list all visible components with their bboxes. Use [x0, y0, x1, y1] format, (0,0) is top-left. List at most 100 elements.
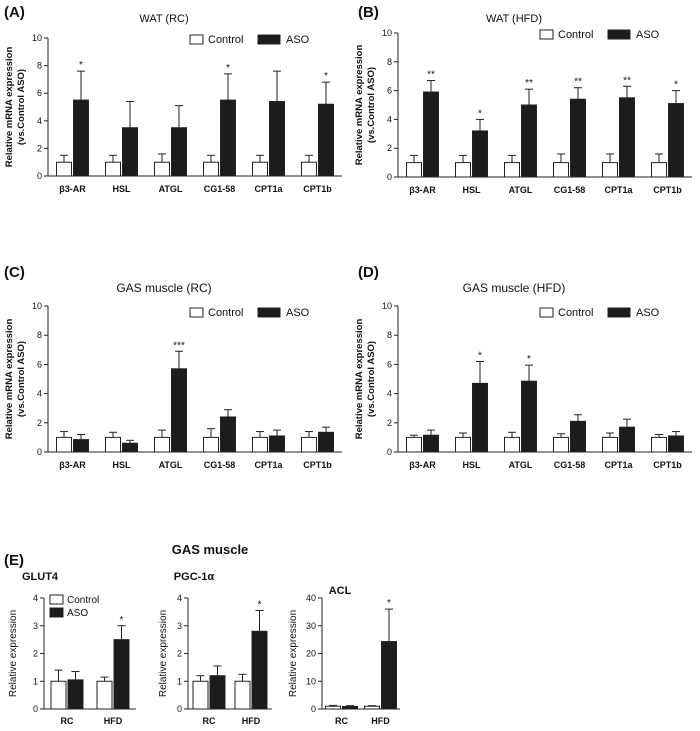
panel-letter-d: (D) — [358, 264, 379, 281]
legend-label-aso: ASO — [67, 608, 88, 619]
y-tick-label: 2 — [37, 143, 42, 153]
bar-control — [602, 436, 618, 453]
significance-mark: ** — [623, 75, 631, 86]
legend-label-aso: ASO — [286, 307, 310, 319]
y-tick-label: 8 — [387, 57, 392, 67]
y-tick-label: 4 — [387, 389, 392, 399]
legend-swatch-aso — [607, 307, 631, 318]
bar-control — [234, 680, 251, 710]
bar-aso — [668, 103, 684, 178]
y-tick-label: 20 — [306, 649, 316, 659]
legend-label-control: Control — [208, 307, 243, 319]
bar-aso — [318, 103, 334, 177]
y-axis-label: (vs.Control ASO) — [16, 69, 27, 145]
chart-title: WAT (HFD) — [486, 13, 542, 25]
bar-aso — [122, 442, 138, 453]
chart-a: WAT (RC) Relative mRNA expression (vs.Cont… — [4, 13, 342, 194]
bar-control — [455, 436, 471, 453]
panel-letter-e: (E) — [4, 552, 24, 569]
significance-mark: * — [387, 598, 391, 609]
bar-aso — [73, 439, 89, 453]
category-label: ATGL — [159, 460, 183, 470]
y-tick-label: 6 — [37, 88, 42, 98]
category-label: RC — [203, 716, 216, 726]
y-tick-label: 10 — [382, 28, 392, 38]
bar-aso — [472, 382, 488, 453]
y-tick-label: 4 — [33, 593, 38, 603]
significance-mark: * — [79, 60, 83, 71]
bar-control — [325, 705, 341, 710]
category-label: RC — [335, 716, 348, 726]
bar-control — [553, 162, 569, 178]
bar-aso — [521, 104, 537, 178]
category-label: CPT1a — [604, 185, 633, 195]
bar-control — [203, 161, 219, 177]
significance-mark: * — [674, 80, 678, 91]
bar-aso — [342, 706, 358, 710]
category-label: CPT1a — [254, 184, 283, 194]
chart-title: GLUT4 — [22, 571, 59, 583]
legend-swatch-aso — [607, 29, 631, 40]
chart-title: ACL — [329, 585, 352, 597]
bar-control — [56, 161, 72, 177]
bar-control — [301, 436, 317, 453]
legend-label-control: Control — [558, 29, 593, 41]
y-tick-label: 0 — [37, 171, 42, 181]
y-axis-label: Relative expression — [288, 610, 299, 697]
category-label: CG1-58 — [204, 184, 236, 194]
bar-control — [406, 162, 422, 178]
y-tick-label: 2 — [37, 418, 42, 428]
significance-mark: * — [324, 71, 328, 82]
bar-control — [154, 161, 170, 177]
bar-control — [504, 436, 520, 453]
y-tick-label: 4 — [177, 593, 182, 603]
significance-mark: ** — [427, 70, 435, 81]
panel-letter-b: (B) — [358, 4, 379, 21]
bar-control — [553, 436, 569, 453]
legend-label-control: Control — [558, 307, 593, 319]
bar-aso — [521, 380, 537, 453]
category-label: ATGL — [509, 185, 533, 195]
y-tick-label: 0 — [311, 704, 316, 714]
y-tick-label: 2 — [177, 649, 182, 659]
legend-label-control: Control — [67, 595, 99, 606]
chart-title: WAT (RC) — [139, 13, 188, 25]
y-tick-label: 0 — [33, 704, 38, 714]
bar-control — [50, 680, 67, 710]
y-tick-label: 2 — [387, 418, 392, 428]
bar-aso — [570, 420, 586, 453]
y-tick-label: 8 — [387, 330, 392, 340]
chart-e-acl: ACL Relative expression 0 10 20 30 40 RC * HFD — [288, 585, 400, 726]
significance-mark: * — [226, 63, 230, 74]
bar-aso — [73, 99, 89, 177]
legend-label-control: Control — [208, 34, 243, 46]
chart-title: GAS muscle (HFD) — [463, 281, 566, 295]
category-label: HSL — [463, 185, 482, 195]
y-axis-label: Relative expression — [158, 610, 169, 697]
panel-letter-a: (A) — [4, 4, 25, 21]
y-tick-label: 10 — [32, 301, 42, 311]
bar-aso — [220, 99, 236, 177]
y-tick-label: 0 — [387, 172, 392, 182]
y-tick-label: 0 — [177, 704, 182, 714]
y-tick-label: 8 — [37, 61, 42, 71]
legend-label-aso: ASO — [636, 307, 660, 319]
category-label: β3-AR — [409, 185, 436, 195]
legend-swatch-aso — [257, 34, 281, 45]
category-label: HSL — [113, 184, 132, 194]
category-label: HSL — [463, 460, 482, 470]
section-e-title: GAS muscle — [171, 542, 249, 557]
bar-control — [301, 161, 317, 177]
bar-control — [192, 680, 209, 710]
chart-d: GAS muscle (HFD) Relative mRNA expression… — [354, 281, 692, 470]
bar-aso — [318, 431, 334, 453]
bar-aso — [668, 435, 684, 453]
bar-aso — [209, 675, 226, 710]
category-label: β3-AR — [59, 184, 86, 194]
y-tick-label: 3 — [33, 621, 38, 631]
y-tick-label: 4 — [37, 116, 42, 126]
y-axis-label: (vs.Control ASO) — [16, 341, 27, 417]
category-label: HFD — [371, 716, 390, 726]
significance-mark: ** — [525, 78, 533, 89]
panel-letter-c: (C) — [4, 264, 25, 281]
